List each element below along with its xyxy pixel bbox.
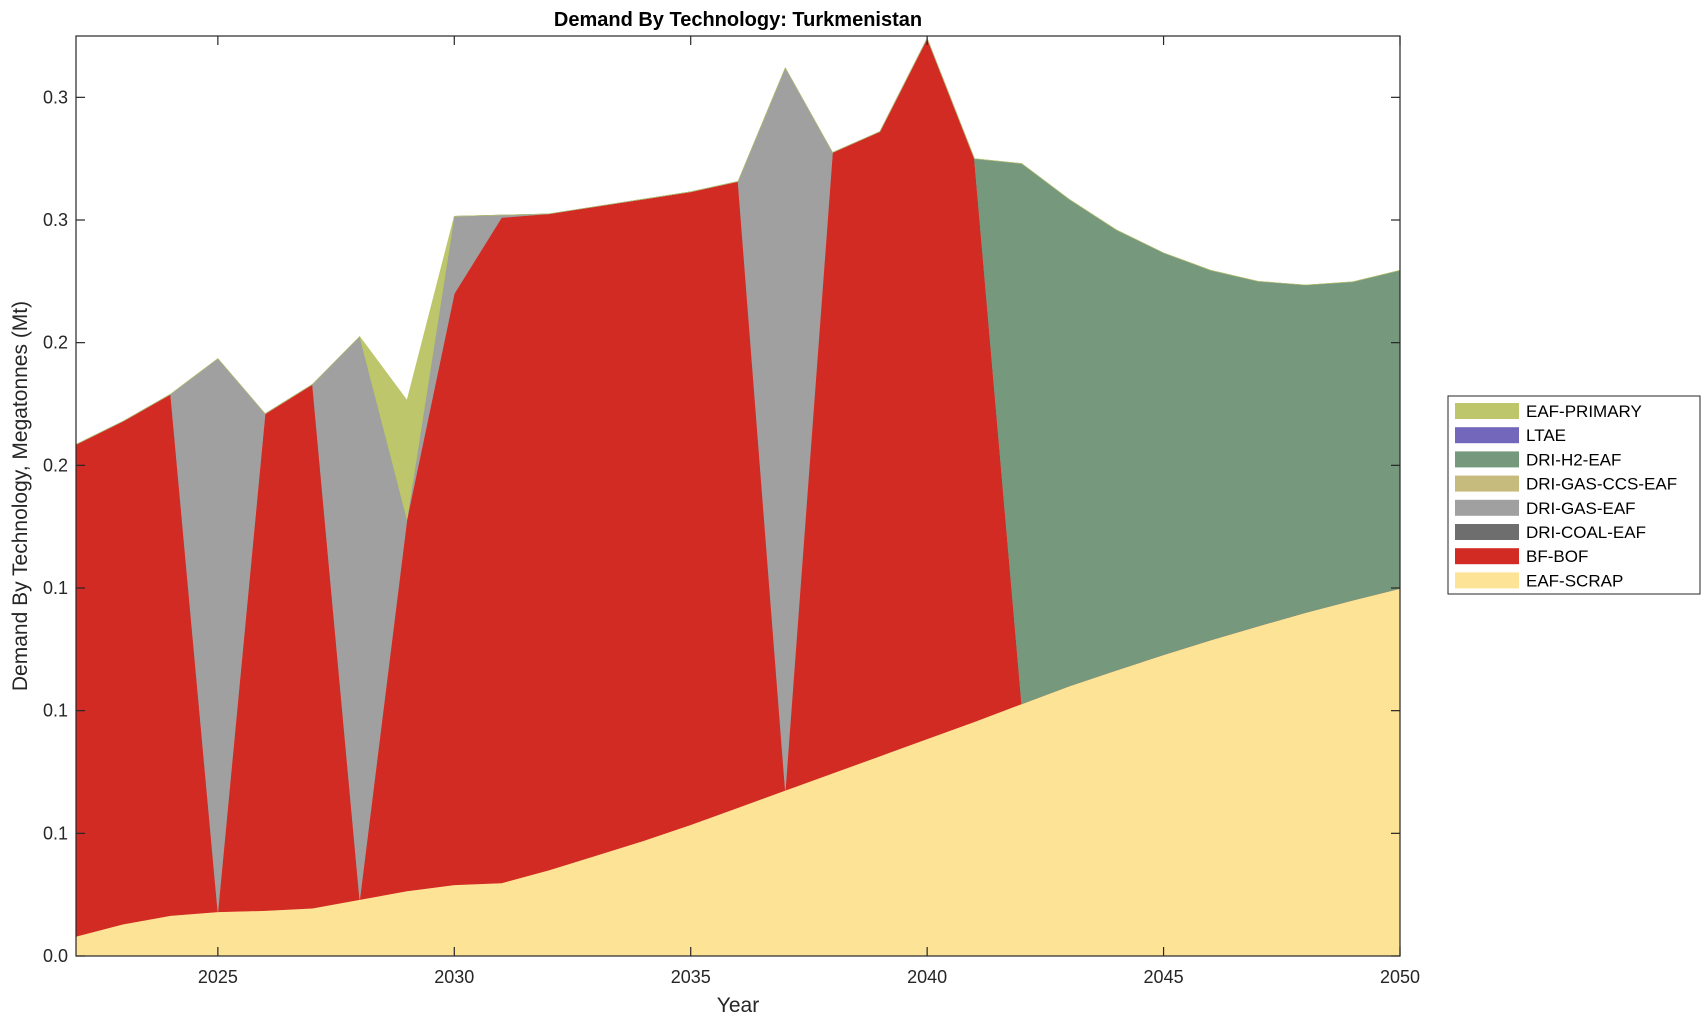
y-tick-label: 0.1 [43, 701, 68, 721]
legend-swatch-dri-gas-eaf [1455, 499, 1519, 516]
x-axis-title: Year [717, 994, 759, 1017]
legend-label-dri-coal-eaf: DRI-COAL-EAF [1526, 523, 1646, 542]
chart-title: Demand By Technology: Turkmenistan [554, 9, 922, 31]
legend-label-ltae: LTAE [1526, 426, 1566, 445]
legend-label-eaf-primary: EAF-PRIMARY [1526, 402, 1642, 421]
x-tick-label: 2045 [1144, 967, 1184, 987]
y-tick-label: 0.3 [43, 87, 68, 107]
stacked-areas [75, 37, 1401, 957]
legend-label-dri-h2-eaf: DRI-H2-EAF [1526, 450, 1621, 469]
y-tick-label: 0.0 [43, 946, 68, 966]
y-tick-label: 0.2 [43, 455, 68, 475]
axes [75, 35, 1401, 957]
y-axis-title: Demand By Technology, Megatonnes (Mt) [9, 301, 32, 691]
x-tick-label: 2030 [434, 967, 474, 987]
legend-swatch-dri-gas-ccs-eaf [1455, 475, 1519, 492]
plot-frame [75, 35, 1401, 957]
x-tick-label: 2040 [907, 967, 947, 987]
x-tick-label: 2035 [671, 967, 711, 987]
y-tick-label: 0.1 [43, 823, 68, 843]
legend-label-dri-gas-eaf: DRI-GAS-EAF [1526, 499, 1636, 518]
tick-labels: 2025 2030 2035 2040 2045 2050 0.0 0.1 0.1 0.1 0.2 0… [43, 87, 1420, 987]
legend-swatch-ltae [1455, 427, 1519, 444]
y-tick-label: 0.2 [43, 333, 68, 353]
y-tick-label: 0.3 [43, 210, 68, 230]
y-tick-label: 0.1 [43, 578, 68, 598]
legend-swatch-eaf-scrap [1455, 572, 1519, 589]
legend-swatch-eaf-primary [1455, 403, 1519, 419]
legend-swatch-bf-bof [1455, 548, 1519, 565]
legend-label-dri-gas-ccs-eaf: DRI-GAS-CCS-EAF [1526, 475, 1677, 494]
legend-swatch-dri-h2-eaf [1455, 451, 1519, 468]
legend-label-eaf-scrap: EAF-SCRAP [1526, 571, 1623, 590]
x-tick-label: 2025 [198, 967, 238, 987]
legend: EAF-PRIMARY LTAE DRI-H2-EAF DRI-GAS-CCS-EAF… [1447, 395, 1701, 595]
x-tick-label: 2050 [1380, 967, 1420, 987]
legend-label-bf-bof: BF-BOF [1526, 547, 1588, 566]
legend-swatch-dri-coal-eaf [1455, 524, 1519, 540]
